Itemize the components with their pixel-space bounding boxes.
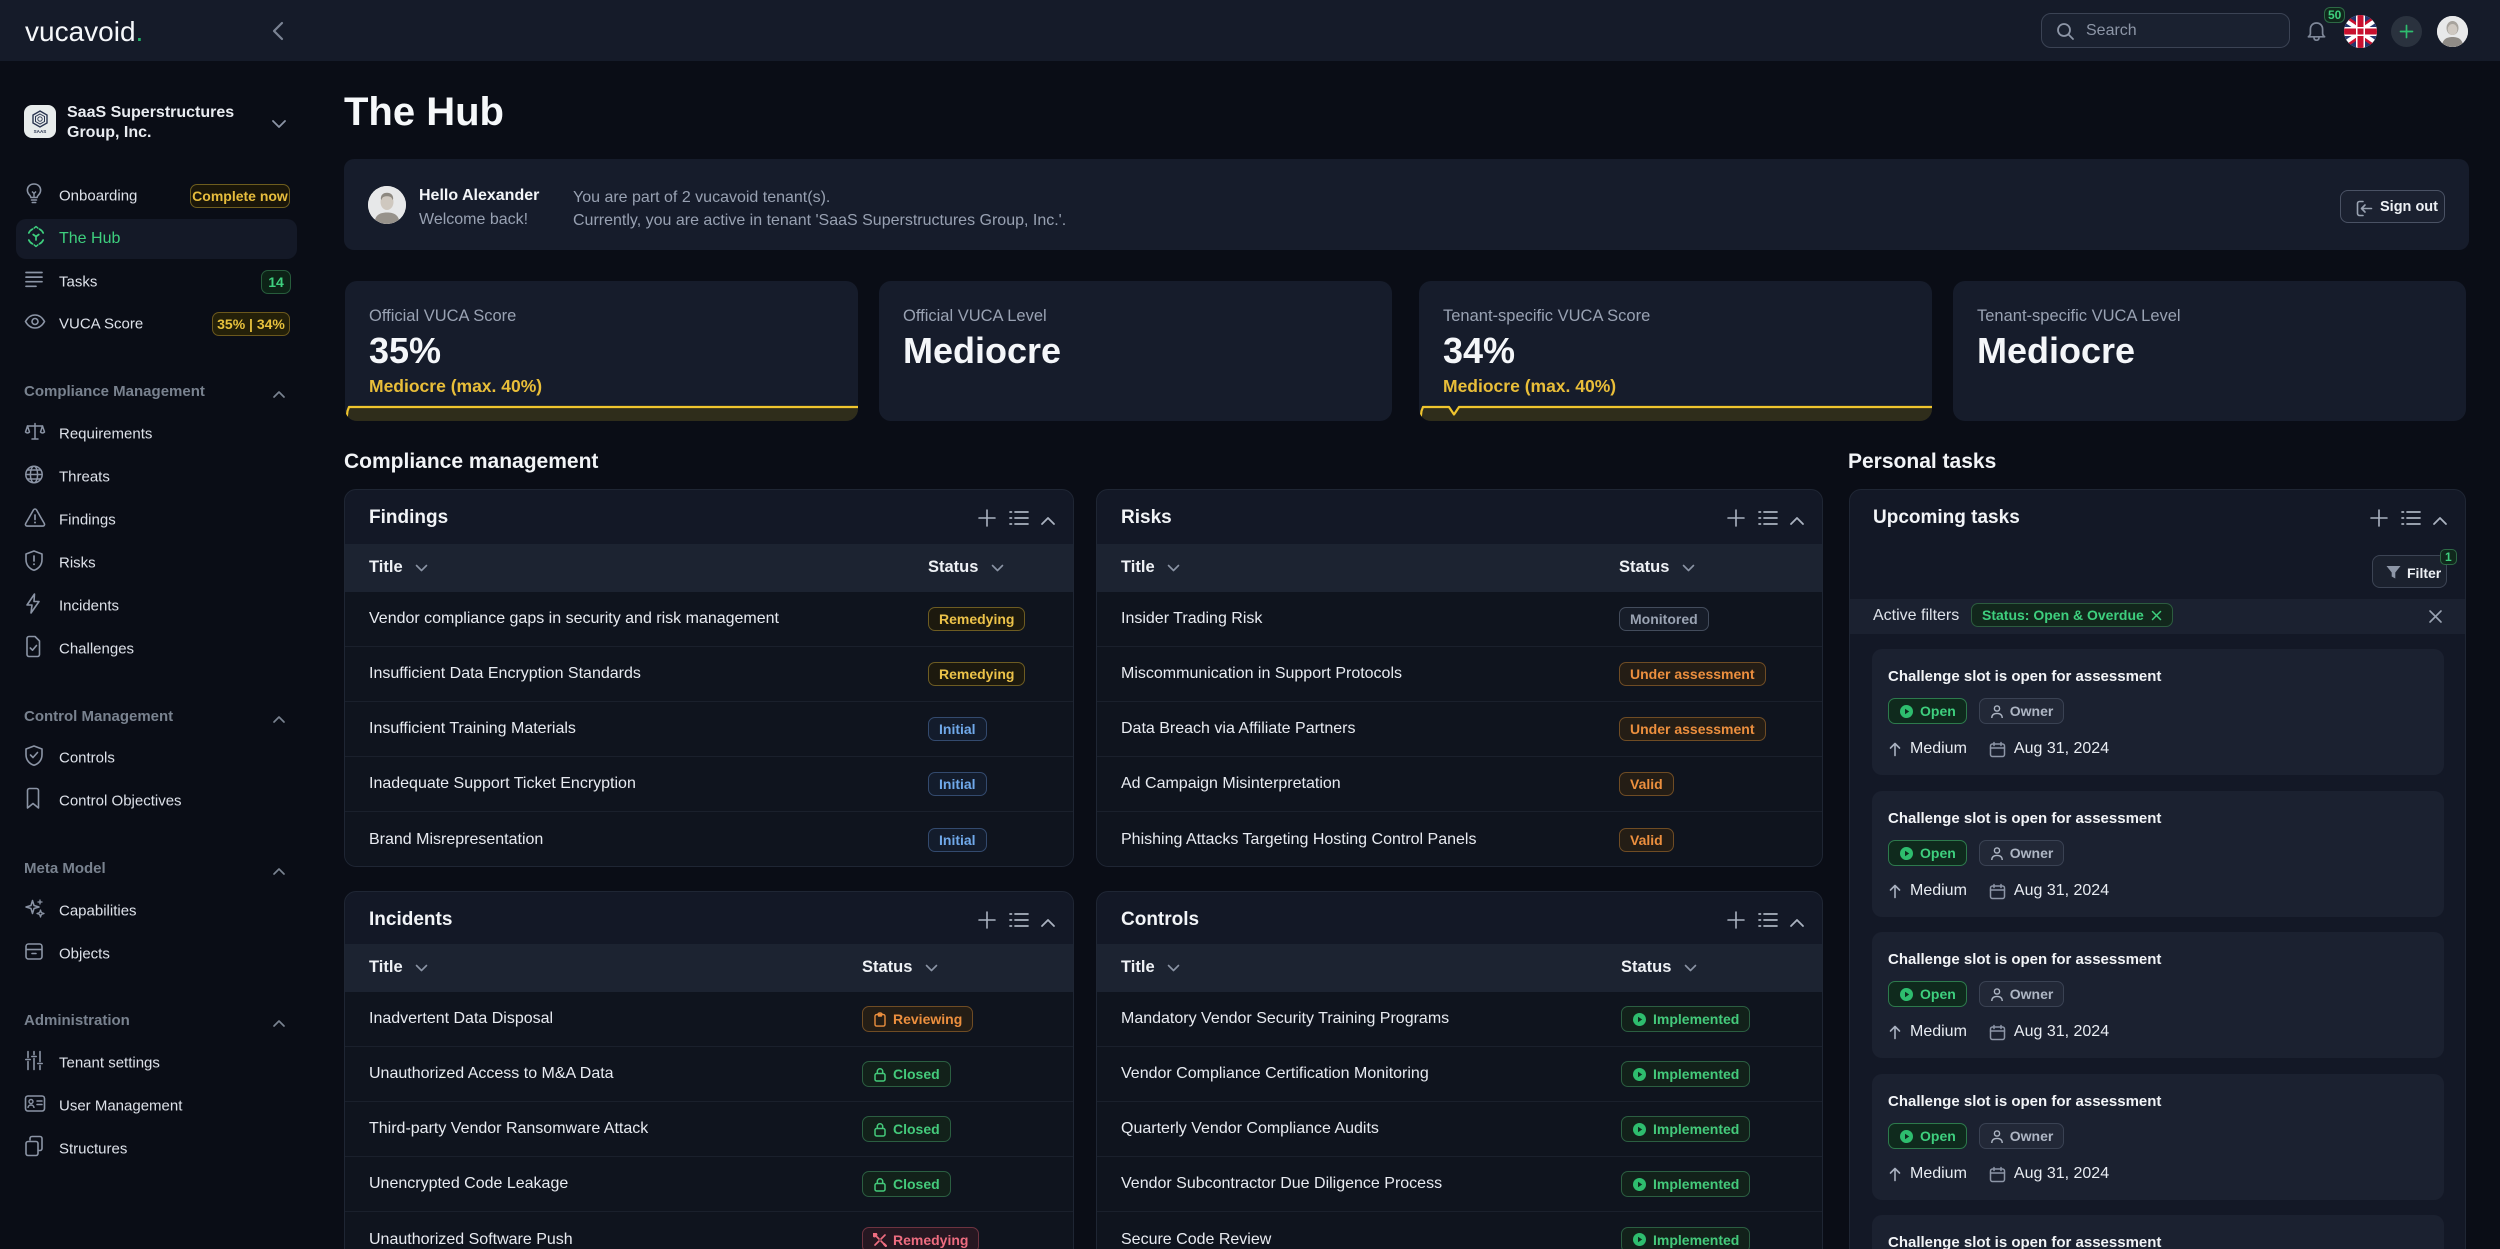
svg-text:SAAS: SAAS (34, 129, 47, 134)
